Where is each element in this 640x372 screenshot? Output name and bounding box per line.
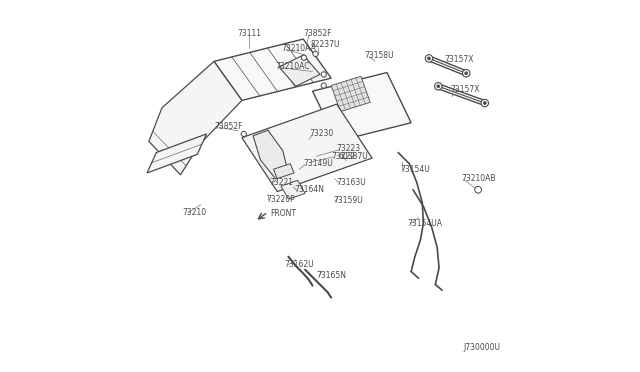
Text: 73230: 73230	[309, 129, 333, 138]
Text: 73222: 73222	[331, 152, 355, 161]
Text: 73852F: 73852F	[303, 29, 332, 38]
Text: J730000U: J730000U	[463, 343, 500, 352]
Text: 73223: 73223	[337, 144, 361, 153]
Text: 73111: 73111	[237, 29, 261, 38]
Text: 73157X: 73157X	[450, 85, 480, 94]
Circle shape	[301, 55, 307, 60]
Circle shape	[241, 131, 246, 137]
Polygon shape	[149, 61, 242, 175]
Circle shape	[437, 85, 440, 88]
Text: 73210AB: 73210AB	[461, 174, 496, 183]
Text: 73210: 73210	[182, 208, 207, 217]
Text: 73221: 73221	[270, 178, 294, 187]
Polygon shape	[242, 104, 372, 192]
Text: 73163U: 73163U	[337, 178, 367, 187]
Text: 73165N: 73165N	[316, 271, 346, 280]
Polygon shape	[312, 73, 411, 141]
Polygon shape	[214, 39, 331, 100]
Circle shape	[425, 55, 433, 62]
Polygon shape	[253, 130, 289, 179]
Circle shape	[435, 83, 442, 90]
Text: 73149U: 73149U	[303, 159, 333, 168]
Circle shape	[313, 51, 318, 57]
Text: 73210AC: 73210AC	[275, 62, 310, 71]
Text: 73154UA: 73154UA	[408, 219, 442, 228]
Text: 73852F: 73852F	[214, 122, 243, 131]
Text: 60387U: 60387U	[339, 152, 369, 161]
Polygon shape	[331, 76, 370, 112]
Polygon shape	[279, 55, 320, 86]
Text: 82237U: 82237U	[310, 40, 340, 49]
Text: 73158U: 73158U	[365, 51, 394, 60]
Polygon shape	[273, 164, 294, 179]
Circle shape	[321, 83, 326, 88]
Text: 73164N: 73164N	[294, 185, 324, 194]
Circle shape	[483, 102, 486, 105]
Text: 73162U: 73162U	[285, 260, 314, 269]
Polygon shape	[281, 180, 305, 199]
Text: 73157X: 73157X	[445, 55, 474, 64]
Text: 73210AA: 73210AA	[281, 44, 316, 53]
Text: 73159U: 73159U	[333, 196, 363, 205]
Polygon shape	[147, 134, 207, 173]
Circle shape	[481, 99, 488, 107]
Text: 73220P: 73220P	[266, 195, 295, 203]
Circle shape	[428, 57, 431, 60]
Circle shape	[475, 186, 481, 193]
Circle shape	[321, 72, 326, 77]
Circle shape	[463, 70, 470, 77]
Text: FRONT: FRONT	[270, 209, 296, 218]
Circle shape	[465, 72, 468, 75]
Text: 73154U: 73154U	[400, 165, 429, 174]
